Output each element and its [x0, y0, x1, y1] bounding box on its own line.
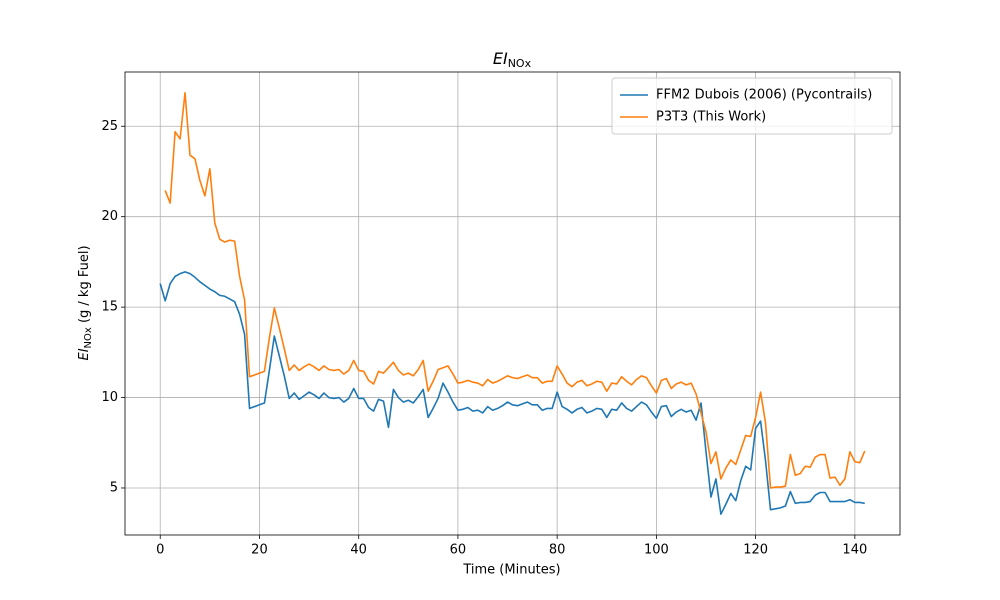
y-tick-label: 10	[101, 390, 118, 405]
x-tick-label: 140	[842, 543, 867, 558]
plot-frame	[124, 71, 901, 536]
y-tick-label: 25	[101, 119, 118, 134]
ylabel-sub: NOx	[83, 327, 94, 348]
ylabel-unit: (g / kg Fuel)	[77, 245, 92, 327]
x-tick-label: 0	[156, 543, 164, 558]
x-tick-label: 100	[644, 543, 669, 558]
legend: FFM2 Dubois (2006) (Pycontrails) P3T3 (Th…	[611, 77, 893, 135]
x-tick-label: 60	[450, 543, 467, 558]
legend-box	[611, 77, 893, 135]
title-sub: NOx	[508, 57, 532, 70]
title-main: EI	[493, 49, 508, 68]
ylabel-main: EI	[77, 348, 92, 360]
x-tick-label: 120	[743, 543, 768, 558]
y-tick-label: 15	[101, 300, 118, 315]
data-line	[159, 271, 865, 515]
data-line	[164, 92, 866, 489]
plot	[159, 92, 866, 515]
y-tick-label: 5	[110, 480, 118, 495]
x-tick-label: 20	[251, 543, 268, 558]
chart-title: EINOx	[493, 49, 532, 71]
x-tick-label: 40	[350, 543, 367, 558]
x-tick-label: 80	[549, 543, 566, 558]
legend-label: FFM2 Dubois (2006) (Pycontrails)	[656, 88, 872, 103]
y-tick-label: 20	[101, 209, 118, 224]
y-axis-label: EINOx (g / kg Fuel)	[77, 245, 95, 360]
x-axis-label: Time (Minutes)	[462, 563, 560, 578]
legend-label: P3T3 (This Work)	[656, 110, 766, 125]
